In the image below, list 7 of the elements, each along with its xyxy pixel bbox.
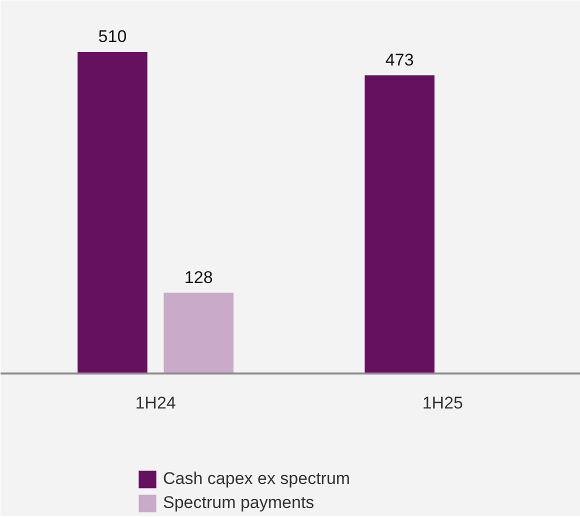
x-tick-label: 1H25 [422,394,463,412]
legend-label: Spectrum payments [163,493,314,513]
data-label: 128 [184,268,213,287]
data-label: 473 [385,50,414,70]
data-label: 510 [98,26,127,46]
x-tick-label: 1H24 [135,394,176,412]
legend-label: Cash capex ex spectrum [163,469,350,489]
